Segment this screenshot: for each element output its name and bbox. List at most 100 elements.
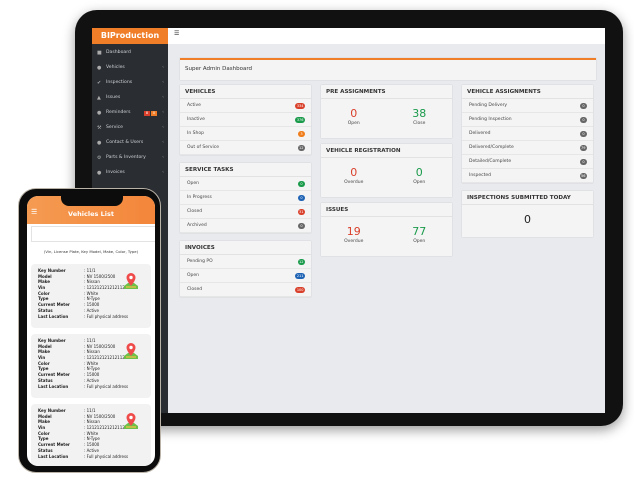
- vehicle-card[interactable]: Key Number: 11/1 Model : NV 1500/2500 Make:…: [31, 334, 151, 398]
- count-badge: 0: [580, 103, 587, 109]
- list-item[interactable]: Delivered 0: [462, 127, 593, 141]
- stat-close[interactable]: 38 Close: [387, 107, 453, 126]
- vehicle-field: Type: N-Type: [38, 296, 151, 302]
- count-badge: 12: [297, 145, 305, 151]
- vehicle-field: Make: Nissan: [38, 349, 151, 355]
- row-label: Archived: [187, 223, 207, 228]
- row-label: Active: [187, 103, 201, 108]
- count-badge: 0: [298, 195, 305, 201]
- stat-overdue[interactable]: 0 Overdue: [321, 166, 387, 185]
- map-pin-icon[interactable]: [123, 412, 139, 430]
- sidebar-item-issues[interactable]: ▲ Issues ‹: [92, 91, 168, 105]
- stat-open[interactable]: 77 Open: [387, 225, 453, 244]
- field-label: Key Number: [38, 408, 66, 413]
- field-label: Vin: [38, 285, 46, 291]
- sidebar-item-reminders[interactable]: ● Reminders ‹ 8 0: [92, 106, 168, 120]
- field-value: : 15000: [84, 302, 100, 308]
- card-title: ISSUES: [321, 203, 452, 217]
- field-label: Color: [38, 290, 50, 296]
- list-item[interactable]: In Progress 0: [180, 191, 311, 205]
- sidebar-item-dashboard[interactable]: ■ Dashboard: [92, 46, 168, 60]
- list-item[interactable]: Pending Delivery 0: [462, 99, 593, 113]
- row-label: Pending Inspection: [469, 117, 512, 122]
- count-badge: 211: [295, 273, 305, 279]
- list-item[interactable]: Archived 0: [180, 219, 311, 233]
- row-label: Detailed/Complete: [469, 159, 512, 164]
- field-label: Type: [38, 366, 49, 372]
- list-item[interactable]: Open 0: [180, 177, 311, 191]
- field-label: Type: [38, 296, 49, 302]
- vehicle-card[interactable]: Key Number: 11/1 Model: NV 1500/2500 Make:…: [31, 264, 151, 328]
- card-title: VEHICLES: [180, 85, 311, 99]
- field-value: : NV 1500/2500: [84, 343, 116, 349]
- sidebar-item-contact-users[interactable]: ● Contact & Users ‹: [92, 136, 168, 150]
- users-icon: ●: [97, 140, 102, 146]
- list-item[interactable]: Detailed/Complete 0: [462, 155, 593, 169]
- gear-icon: ⚙: [97, 155, 102, 161]
- vehicle-card[interactable]: Key Number: 11/1 Model: NV 1500/2500 Make:…: [31, 404, 151, 466]
- wrench-icon: ⚒: [97, 125, 102, 131]
- stat-open[interactable]: 0 Open: [321, 107, 387, 126]
- list-item[interactable]: Inactive 376: [180, 113, 311, 127]
- field-label: Last Location: [38, 453, 69, 459]
- sidebar-item-vehicles[interactable]: ● Vehicles ‹: [92, 61, 168, 75]
- sidebar-item-label: Reminders: [106, 110, 131, 115]
- count-badge: 376: [295, 117, 305, 123]
- field-label: Make: [38, 279, 50, 285]
- list-item[interactable]: Pending Inspection 0: [462, 113, 593, 127]
- row-label: Out of Service: [187, 145, 219, 150]
- count-badge: 3: [298, 131, 305, 137]
- field-value: : N-Type: [84, 436, 100, 442]
- map-pin-icon[interactable]: [123, 342, 139, 360]
- vehicle-field: Key Number: 11/1: [38, 408, 151, 414]
- list-item[interactable]: Closed 100: [180, 283, 311, 297]
- sidebar-item-inspections[interactable]: ✔ Inspections ‹: [92, 76, 168, 90]
- row-label: Delivered: [469, 131, 491, 136]
- stat-value: 19: [346, 225, 361, 238]
- chevron-left-icon: ‹: [162, 80, 164, 85]
- sidebar-item-label: Parts & Inventory: [106, 155, 146, 160]
- field-value: : NV 1500/2500: [84, 413, 116, 419]
- count-badge: 31: [297, 209, 305, 215]
- list-item[interactable]: Open 211: [180, 269, 311, 283]
- reminder-badge: 8: [144, 110, 150, 116]
- row-label: Open: [187, 181, 200, 186]
- field-label: Status: [38, 377, 53, 383]
- list-item[interactable]: Pending PO 12: [180, 255, 311, 269]
- field-value: : White: [84, 360, 99, 366]
- chevron-left-icon: ‹: [162, 155, 164, 160]
- vehicle-field: Key Number: 11/1: [38, 338, 151, 344]
- stat-value: 0: [350, 166, 358, 179]
- vehicle-assignments-card: VEHICLE ASSIGNMENTS Pending Delivery 0 Pend…: [462, 85, 593, 183]
- list-item[interactable]: Inspected 56: [462, 169, 593, 183]
- chevron-left-icon: ‹: [162, 65, 164, 70]
- field-label: Model: [38, 273, 52, 279]
- stat-open[interactable]: 0 Open: [387, 166, 453, 185]
- sidebar-item-invoices[interactable]: ● Invoices ‹: [92, 166, 168, 180]
- field-label: Color: [38, 360, 50, 366]
- vehicle-field: Last Location: Full physical address: [38, 454, 151, 460]
- list-item[interactable]: Closed 31: [180, 205, 311, 219]
- field-value: : 121212121212112: [84, 285, 125, 291]
- sidebar-item-service[interactable]: ⚒ Service ‹: [92, 121, 168, 135]
- stat-overdue[interactable]: 19 Overdue: [321, 225, 387, 244]
- search-input[interactable]: [31, 226, 155, 242]
- invoices-card: INVOICES Pending PO 12 Open 211 Closed 100: [180, 241, 311, 297]
- service-tasks-card: SERVICE TASKS Open 0 In Progress 0 Closed 31 Ar…: [180, 163, 311, 233]
- vehicle-field: Model: NV 1500/2500: [38, 274, 151, 280]
- menu-icon[interactable]: ☰: [31, 208, 38, 216]
- hamburger-icon[interactable]: ☰: [174, 30, 180, 37]
- field-value: : Nissan: [84, 419, 100, 425]
- field-label: Current Meter: [38, 442, 70, 448]
- stat-label: Open: [347, 121, 360, 126]
- list-item[interactable]: Active 334: [180, 99, 311, 113]
- list-item[interactable]: In Shop 3: [180, 127, 311, 141]
- car-icon: ●: [97, 65, 102, 71]
- sidebar-item-parts-inventory[interactable]: ⚙ Parts & Inventory ‹: [92, 151, 168, 165]
- field-label: Model: [38, 343, 52, 349]
- map-pin-icon[interactable]: [123, 272, 139, 290]
- list-item[interactable]: Out of Service 12: [180, 141, 311, 155]
- list-item[interactable]: Delivered/Complete 79: [462, 141, 593, 155]
- inspections-today-value: 0: [524, 213, 531, 226]
- field-value: : Full physical address: [84, 383, 129, 389]
